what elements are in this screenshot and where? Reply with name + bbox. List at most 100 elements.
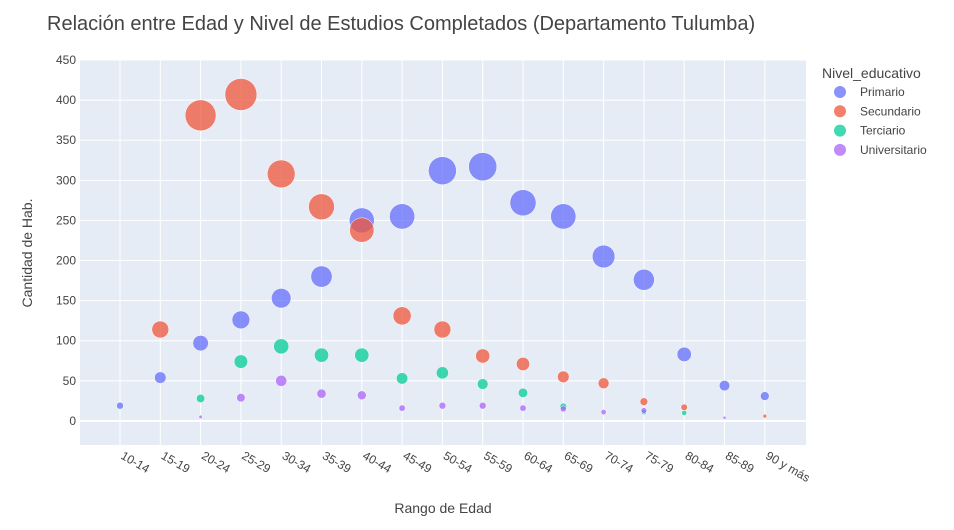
data-point[interactable] — [680, 403, 688, 411]
data-point[interactable] — [438, 401, 447, 410]
x-tick-label: 75-79 — [642, 448, 676, 476]
legend-item[interactable]: Terciario — [860, 124, 906, 138]
data-point[interactable] — [357, 390, 367, 401]
data-point[interactable] — [557, 370, 570, 383]
data-point[interactable] — [308, 193, 335, 220]
series-terciario — [196, 338, 687, 416]
y-tick-label: 50 — [63, 374, 77, 388]
y-tick-label: 250 — [56, 213, 76, 227]
data-point[interactable] — [478, 401, 487, 410]
data-point[interactable] — [718, 380, 731, 392]
legend-item[interactable]: Secundario — [860, 104, 921, 118]
data-point[interactable] — [273, 338, 290, 355]
data-point[interactable] — [509, 189, 537, 217]
x-tick-label: 65-69 — [562, 448, 596, 476]
data-point[interactable] — [475, 348, 491, 364]
data-point[interactable] — [354, 347, 370, 363]
data-point[interactable] — [198, 414, 203, 419]
data-point[interactable] — [639, 397, 649, 406]
data-point[interactable] — [314, 347, 329, 363]
x-tick-labels: 10-14 15-19 20-24 25-29 30-34 35-39 40-44 45-49… — [119, 448, 813, 484]
legend-item[interactable]: Primario — [860, 85, 905, 99]
data-point[interactable] — [559, 405, 567, 413]
legend-item[interactable]: Universitario — [860, 143, 927, 157]
data-point[interactable] — [154, 371, 167, 384]
data-point[interactable] — [550, 203, 577, 230]
legend-marker — [834, 143, 846, 156]
y-tick-label: 350 — [56, 133, 76, 147]
data-point[interactable] — [196, 394, 206, 403]
data-point[interactable] — [591, 244, 616, 269]
data-point[interactable] — [267, 159, 296, 189]
data-point[interactable] — [468, 152, 498, 182]
y-tick-label: 200 — [56, 254, 76, 268]
data-point[interactable] — [436, 366, 449, 380]
legend-title: Nivel_educativo — [822, 65, 921, 81]
x-tick-label: 10-14 — [119, 448, 153, 476]
data-point[interactable] — [389, 203, 416, 230]
data-point[interactable] — [477, 378, 489, 390]
data-point[interactable] — [396, 372, 409, 385]
y-tick-label: 150 — [56, 294, 76, 308]
data-point[interactable] — [681, 410, 687, 416]
x-tick-label: 85-89 — [723, 448, 757, 476]
series-secundario — [151, 78, 767, 419]
x-tick-label: 55-59 — [481, 448, 515, 476]
legend-marker — [834, 86, 846, 98]
y-axis-label: Cantidad de Hab. — [19, 199, 35, 308]
x-tick-label: 90 y más — [763, 448, 812, 484]
legend-marker — [834, 124, 846, 137]
data-point[interactable] — [275, 374, 288, 387]
x-tick-label: 80-84 — [683, 448, 717, 476]
x-tick-label: 70-74 — [602, 448, 636, 476]
data-point[interactable] — [236, 393, 246, 403]
x-tick-label: 50-54 — [441, 448, 475, 476]
data-point[interactable] — [519, 404, 527, 412]
x-tick-label: 25-29 — [239, 448, 273, 476]
data-point[interactable] — [398, 404, 406, 412]
data-point[interactable] — [633, 268, 655, 291]
data-point[interactable] — [233, 354, 248, 369]
data-point[interactable] — [676, 346, 692, 362]
y-tick-label: 0 — [69, 414, 76, 428]
markers — [116, 78, 770, 420]
data-point[interactable] — [231, 310, 251, 330]
x-tick-label: 20-24 — [199, 448, 233, 476]
data-point[interactable] — [762, 413, 767, 419]
data-point[interactable] — [116, 401, 124, 410]
data-point[interactable] — [722, 415, 727, 420]
y-tick-labels: 0 50 100 150 200 250 300 350 400 450 — [56, 53, 76, 428]
data-point[interactable] — [271, 288, 292, 309]
x-tick-label: 45-49 — [401, 448, 435, 476]
data-point[interactable] — [349, 217, 375, 243]
x-tick-label: 40-44 — [360, 448, 394, 476]
data-point[interactable] — [516, 357, 530, 371]
data-point[interactable] — [224, 78, 258, 111]
x-axis-label: Rango de Edad — [394, 500, 491, 516]
data-point[interactable] — [428, 156, 457, 185]
data-point[interactable] — [151, 320, 170, 339]
chart-title: Relación entre Edad y Nivel de Estudios … — [47, 13, 755, 35]
data-point[interactable] — [192, 335, 209, 352]
data-point[interactable] — [600, 409, 607, 415]
y-tick-label: 450 — [56, 53, 76, 67]
data-point[interactable] — [640, 407, 648, 414]
y-tick-label: 300 — [56, 173, 76, 187]
y-tick-label: 400 — [56, 93, 76, 107]
data-point[interactable] — [760, 391, 770, 401]
data-point[interactable] — [392, 306, 412, 326]
legend: Nivel_educativo Primario Secundario Tercia… — [822, 65, 927, 157]
y-tick-label: 100 — [56, 334, 76, 348]
data-point[interactable] — [316, 388, 327, 399]
x-tick-label: 15-19 — [159, 448, 193, 476]
data-point[interactable] — [597, 377, 610, 389]
data-point[interactable] — [433, 320, 452, 339]
x-tick-label: 60-64 — [522, 448, 556, 476]
data-point[interactable] — [518, 387, 528, 398]
data-point[interactable] — [310, 265, 333, 288]
series-universitario — [198, 374, 727, 420]
legend-marker — [834, 105, 846, 118]
data-point[interactable] — [184, 99, 217, 132]
